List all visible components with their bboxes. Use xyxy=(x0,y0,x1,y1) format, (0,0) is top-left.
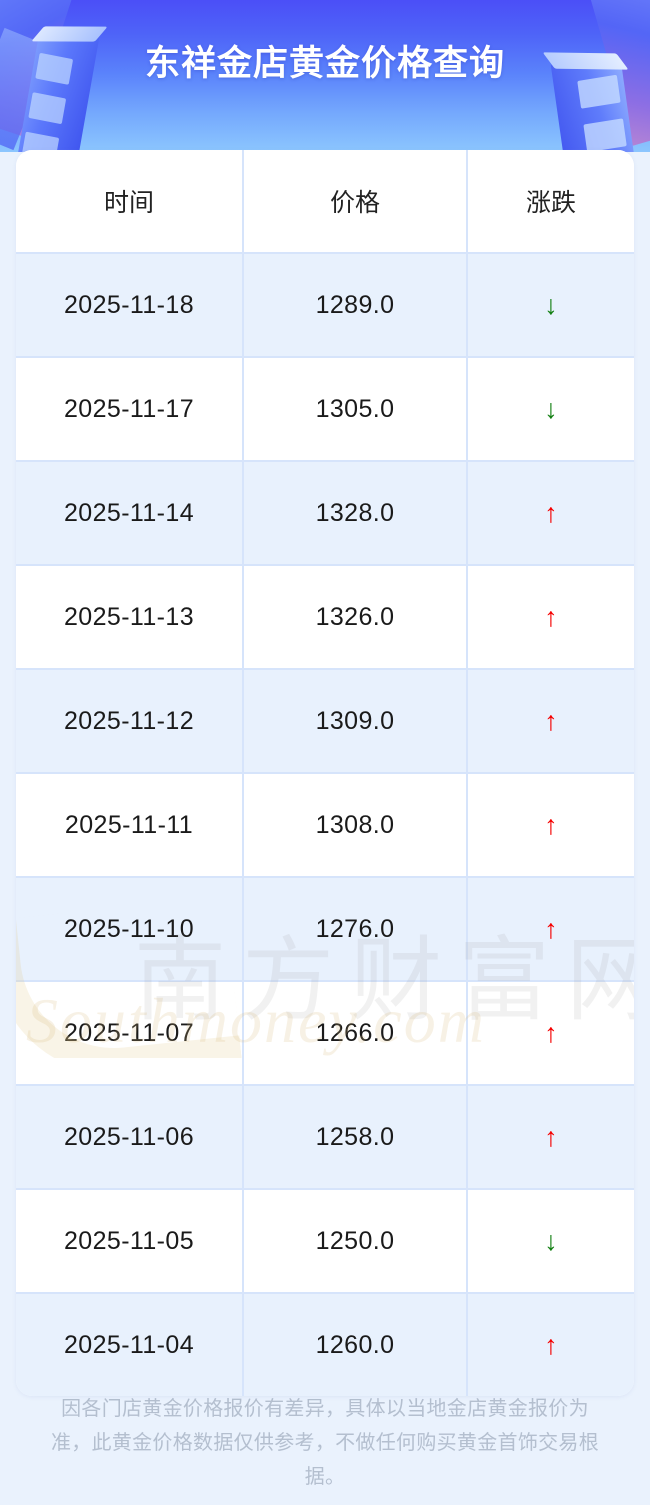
column-header-change: 涨跌 xyxy=(467,150,634,254)
cell-date: 2025-11-11 xyxy=(16,773,244,878)
table-row: 2025-11-18 1289.0 ↓ xyxy=(16,253,634,358)
cell-date: 2025-11-18 xyxy=(16,253,244,358)
cell-price: 1276.0 xyxy=(243,877,468,982)
arrow-up-icon: ↑ xyxy=(544,1121,558,1152)
table-row: 2025-11-10 1276.0 ↑ xyxy=(16,877,634,982)
cell-price: 1289.0 xyxy=(243,253,468,358)
cell-change: ↓ xyxy=(467,1189,634,1294)
cell-date: 2025-11-10 xyxy=(16,877,244,982)
cell-price: 1326.0 xyxy=(243,565,468,670)
arrow-down-icon: ↓ xyxy=(544,393,558,424)
disclaimer-note: 因各门店黄金价格报价有差异，具体以当地金店黄金报价为准，此黄金价格数据仅供参考，… xyxy=(50,1398,600,1488)
column-header-price: 价格 xyxy=(243,150,468,254)
cell-date: 2025-11-14 xyxy=(16,461,244,566)
page-header: 东祥金店黄金价格查询 xyxy=(0,0,650,152)
cell-price: 1266.0 xyxy=(243,981,468,1086)
cell-date: 2025-11-04 xyxy=(16,1293,244,1396)
table-row: 2025-11-06 1258.0 ↑ xyxy=(16,1085,634,1190)
cell-date: 2025-11-12 xyxy=(16,669,244,774)
table-row: 2025-11-12 1309.0 ↑ xyxy=(16,669,634,774)
cell-date: 2025-11-06 xyxy=(16,1085,244,1190)
column-header-date: 时间 xyxy=(16,150,244,254)
cell-price: 1305.0 xyxy=(243,357,468,462)
cell-date: 2025-11-07 xyxy=(16,981,244,1086)
arrow-down-icon: ↓ xyxy=(544,1225,558,1256)
page-title: 东祥金店黄金价格查询 xyxy=(144,44,505,83)
arrow-up-icon: ↑ xyxy=(544,913,558,944)
cell-change: ↓ xyxy=(467,253,634,358)
arrow-up-icon: ↑ xyxy=(544,497,558,528)
cell-price: 1258.0 xyxy=(243,1085,468,1190)
arrow-up-icon: ↑ xyxy=(544,601,558,632)
table-row: 2025-11-17 1305.0 ↓ xyxy=(16,357,634,462)
arrow-up-icon: ↑ xyxy=(544,705,558,736)
cell-price: 1328.0 xyxy=(243,461,468,566)
cell-date: 2025-11-05 xyxy=(16,1189,244,1294)
arrow-up-icon: ↑ xyxy=(544,1329,558,1360)
table-row: 2025-11-07 1266.0 ↑ xyxy=(16,981,634,1086)
cell-change: ↑ xyxy=(467,981,634,1086)
cell-change: ↑ xyxy=(467,461,634,566)
table-row: 2025-11-05 1250.0 ↓ xyxy=(16,1189,634,1294)
table-header: 时间 价格 涨跌 xyxy=(16,150,634,254)
arrow-up-icon: ↑ xyxy=(544,1017,558,1048)
table-row: 2025-11-11 1308.0 ↑ xyxy=(16,773,634,878)
cell-change: ↑ xyxy=(467,1293,634,1396)
arrow-down-icon: ↓ xyxy=(544,289,558,320)
table-row: 2025-11-13 1326.0 ↑ xyxy=(16,565,634,670)
cell-price: 1309.0 xyxy=(243,669,468,774)
cell-date: 2025-11-17 xyxy=(16,357,244,462)
table-header-row: 时间 价格 涨跌 xyxy=(16,150,634,254)
gold-price-table-card: 时间 价格 涨跌 2025-11-18 1289.0 ↓ 2025-11-17 1305… xyxy=(16,150,634,1396)
arrow-up-icon: ↑ xyxy=(544,809,558,840)
cell-change: ↑ xyxy=(467,1085,634,1190)
cell-change: ↑ xyxy=(467,669,634,774)
gold-price-table: 时间 价格 涨跌 2025-11-18 1289.0 ↓ 2025-11-17 1305… xyxy=(16,150,634,1396)
cell-change: ↓ xyxy=(467,357,634,462)
cell-price: 1260.0 xyxy=(243,1293,468,1396)
cell-date: 2025-11-13 xyxy=(16,565,244,670)
table-row: 2025-11-04 1260.0 ↑ xyxy=(16,1293,634,1396)
cell-price: 1250.0 xyxy=(243,1189,468,1294)
cell-change: ↑ xyxy=(467,565,634,670)
cell-price: 1308.0 xyxy=(243,773,468,878)
cell-change: ↑ xyxy=(467,773,634,878)
table-row: 2025-11-14 1328.0 ↑ xyxy=(16,461,634,566)
cell-change: ↑ xyxy=(467,877,634,982)
table-body: 2025-11-18 1289.0 ↓ 2025-11-17 1305.0 ↓ 2025-1… xyxy=(16,253,634,1396)
